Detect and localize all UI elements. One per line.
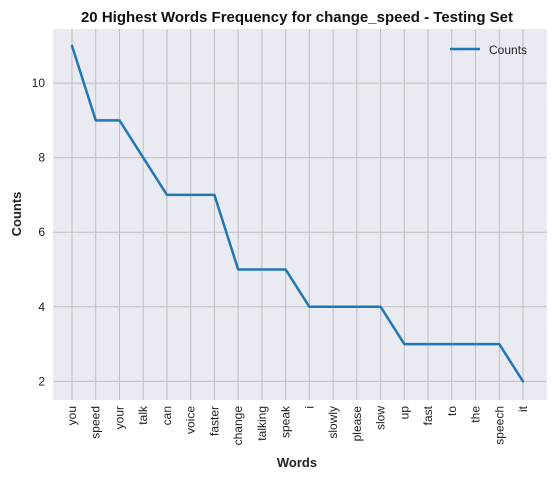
x-tick-label: fast	[421, 405, 435, 425]
x-tick-label: voice	[184, 406, 198, 434]
x-tick-label: speak	[279, 405, 293, 438]
x-tick-label: change	[231, 406, 245, 446]
x-tick-label: slowly	[326, 406, 340, 439]
x-tick-label: speech	[492, 406, 506, 445]
x-tick-label: please	[350, 406, 364, 442]
y-tick-label: 4	[38, 300, 45, 314]
x-tick-label: your	[112, 406, 126, 429]
x-tick-label: speed	[89, 406, 103, 439]
x-tick-label: you	[65, 406, 79, 425]
x-tick-label: i	[302, 406, 316, 409]
x-tick-label: up	[397, 406, 411, 420]
chart-title: 20 Highest Words Frequency for change_sp…	[81, 9, 513, 26]
x-tick-label: faster	[207, 406, 221, 436]
x-axis-label: Words	[277, 455, 317, 470]
x-tick-label: can	[160, 406, 174, 425]
x-tick-label: the	[469, 406, 483, 423]
y-tick-label: 10	[32, 76, 46, 90]
x-tick-label: talking	[255, 406, 269, 441]
y-axis-ticks: 2 4 6 8 10	[32, 76, 46, 388]
y-tick-label: 2	[38, 374, 45, 388]
x-tick-label: to	[445, 406, 459, 416]
x-tick-label: it	[516, 405, 530, 412]
x-tick-label: slow	[374, 406, 388, 430]
x-tick-label: talk	[136, 405, 150, 425]
y-axis-label: Counts	[9, 192, 24, 237]
y-tick-label: 8	[38, 151, 45, 165]
y-tick-label: 6	[38, 225, 45, 239]
legend-label-counts: Counts	[489, 43, 527, 57]
